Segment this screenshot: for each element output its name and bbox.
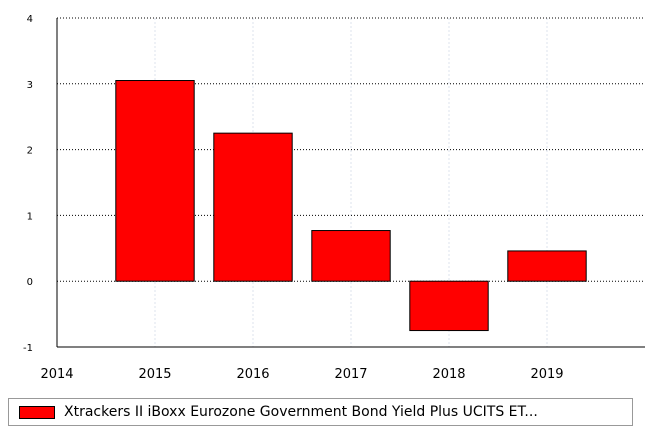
- bar-2018: [409, 280, 489, 332]
- y-tick-label: 4: [27, 14, 33, 25]
- tick-labels: 4 3 2 1 0 -1 2014 2015 2016 2017 2018 2019: [23, 14, 564, 382]
- legend-swatch: [19, 406, 55, 419]
- bar-2015: [115, 80, 195, 282]
- y-tick-label: 0: [27, 277, 33, 288]
- y-tick-label: -1: [23, 343, 33, 354]
- y-tick-label: 3: [27, 80, 33, 91]
- x-tick-label: 2019: [530, 367, 563, 382]
- x-tick-label: 2017: [334, 367, 367, 382]
- y-tick-label: 2: [27, 146, 33, 157]
- legend: Xtrackers II iBoxx Eurozone Government B…: [8, 398, 633, 426]
- x-tick-label: 2018: [432, 367, 465, 382]
- bar-2019: [507, 250, 587, 282]
- bar-2017: [311, 230, 391, 282]
- axes-layer: [56, 18, 645, 348]
- x-tick-label: 2015: [138, 367, 171, 382]
- bar-2016: [213, 132, 293, 282]
- x-tick-label: 2016: [236, 367, 269, 382]
- legend-label: Xtrackers II iBoxx Eurozone Government B…: [64, 404, 538, 420]
- x-tick-label: 2014: [40, 367, 73, 382]
- y-tick-label: 1: [27, 211, 33, 222]
- bars-layer: [115, 80, 587, 332]
